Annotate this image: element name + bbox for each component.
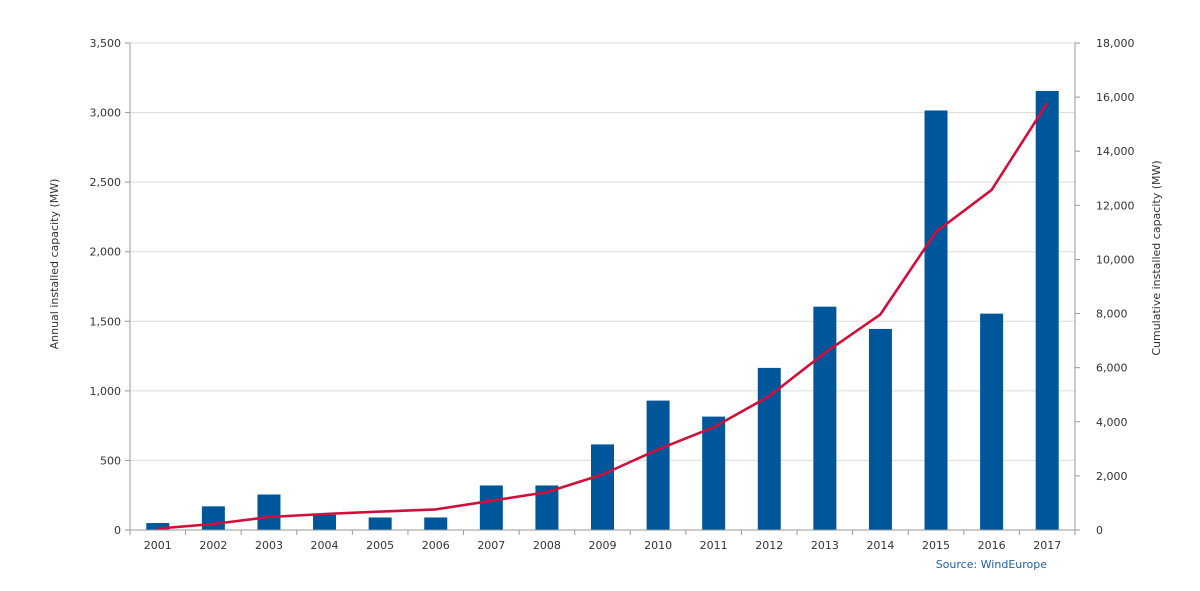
y-tick-label: 0: [114, 524, 121, 537]
y2-tick-label: 10,000: [1096, 253, 1135, 266]
bar: [757, 367, 781, 530]
x-tick-label: 2005: [366, 539, 394, 552]
x-tick-label: 2014: [866, 539, 894, 552]
left-y-tick-labels: 0 500 1,000 1,500 2,000 2,500 3,000 3,500: [90, 37, 122, 537]
x-tick-label: 2011: [700, 539, 728, 552]
bar: [479, 485, 503, 530]
y2-tick-label: 6,000: [1096, 362, 1128, 375]
x-tick-label: 2013: [811, 539, 839, 552]
x-tick-label: 2007: [477, 539, 505, 552]
y2-tick-label: 18,000: [1096, 37, 1135, 50]
bar-series: [146, 91, 1059, 531]
x-tick-label: 2009: [589, 539, 617, 552]
y-tick-label: 3,500: [90, 37, 122, 50]
x-tick-label: 2006: [422, 539, 450, 552]
bar: [924, 110, 948, 530]
x-tick-label: 2001: [144, 539, 172, 552]
bar: [146, 523, 170, 530]
cumulative-line: [157, 102, 1049, 530]
x-tick-label: 2004: [311, 539, 339, 552]
x-tick-label: 2002: [199, 539, 227, 552]
bar: [1035, 91, 1059, 531]
y-tick-label: 500: [100, 454, 121, 467]
y2-tick-label: 0: [1096, 524, 1103, 537]
x-tick-label: 2010: [644, 539, 672, 552]
y2-tick-label: 14,000: [1096, 145, 1135, 158]
y-tick-label: 2,500: [90, 176, 122, 189]
bar: [646, 400, 670, 530]
right-y-tick-labels: 0 2,000 4,000 6,000 8,000 10,000 12,000 14,000 1…: [1096, 37, 1135, 537]
x-tick-label: 2017: [1033, 539, 1061, 552]
y2-tick-label: 12,000: [1096, 199, 1135, 212]
y2-tick-label: 16,000: [1096, 91, 1135, 104]
gridlines: [130, 42, 1075, 461]
x-tick-label: 2016: [978, 539, 1006, 552]
bar: [424, 517, 448, 530]
bar: [313, 514, 337, 530]
y2-tick-label: 8,000: [1096, 308, 1128, 321]
x-tick-labels: 2001 2002 2003 2004 2005 2006 2007 2008 2009 2010…: [144, 539, 1061, 552]
bar: [980, 313, 1004, 530]
x-tick-label: 2008: [533, 539, 561, 552]
y-axis-label: Annual installed capacity (MW): [48, 179, 61, 350]
axes: [125, 42, 1080, 535]
bar: [201, 506, 225, 530]
y2-tick-label: 4,000: [1096, 416, 1128, 429]
y2-axis-label: Cumulative installed capacity (MW): [1150, 160, 1163, 355]
y-tick-label: 1,500: [90, 315, 122, 328]
x-tick-label: 2015: [922, 539, 950, 552]
y-tick-label: 2,000: [90, 246, 122, 259]
source-note: Source: WindEurope: [936, 558, 1048, 571]
bar: [368, 517, 392, 530]
line-series: [157, 102, 1049, 530]
bar: [868, 328, 892, 530]
y-tick-label: 1,000: [90, 385, 122, 398]
bar: [591, 444, 614, 530]
bar: [257, 494, 281, 530]
y-tick-label: 3,000: [90, 107, 122, 120]
x-tick-label: 2003: [255, 539, 283, 552]
bar: [535, 485, 559, 530]
x-tick-label: 2012: [755, 539, 783, 552]
bar: [702, 416, 726, 530]
y2-tick-label: 2,000: [1096, 470, 1128, 483]
bar: [813, 306, 837, 530]
